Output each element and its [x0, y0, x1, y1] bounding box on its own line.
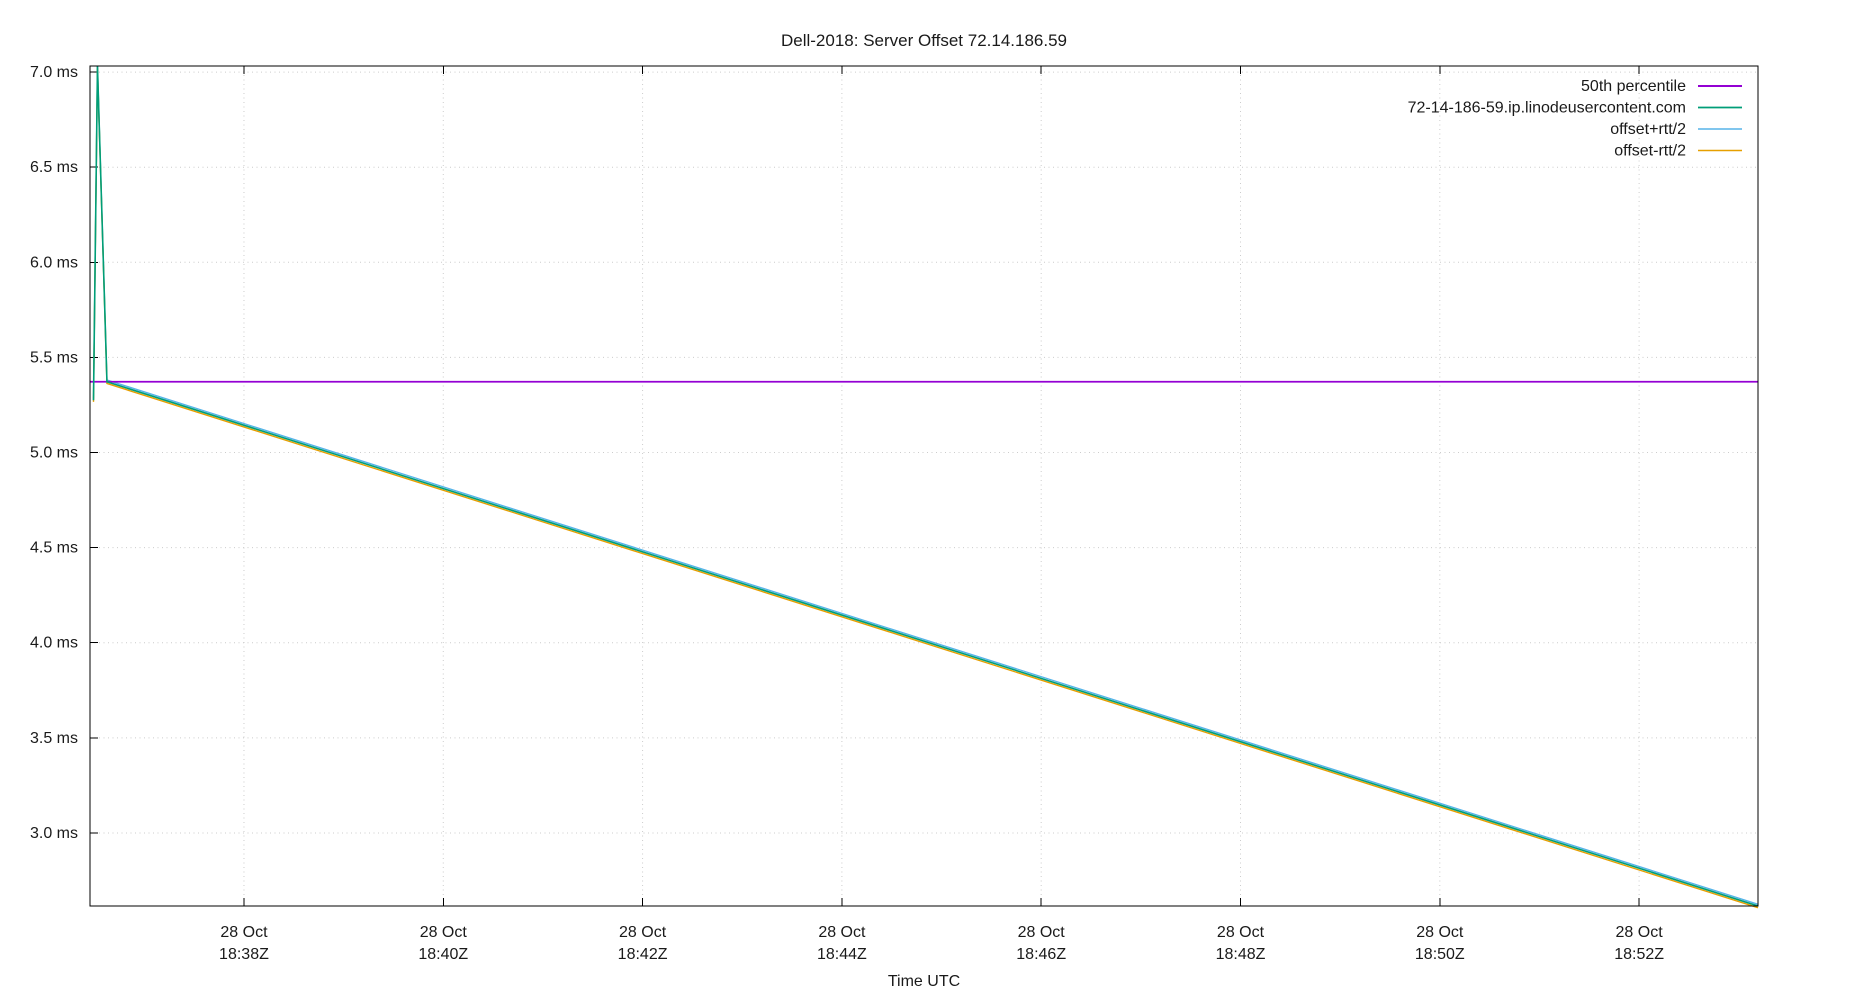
y-tick-label: 5.0 ms [30, 445, 78, 462]
x-tick-label-date: 28 Oct [220, 924, 268, 941]
x-tick-label-date: 28 Oct [1416, 924, 1464, 941]
x-tick-label-time: 18:52Z [1614, 946, 1664, 963]
x-axis-title: Time UTC [887, 973, 961, 990]
y-tick-label: 4.0 ms [30, 635, 78, 652]
legend-label: offset+rtt/2 [1610, 121, 1686, 138]
legend-label: offset-rtt/2 [1614, 143, 1686, 160]
legend-label: 72-14-186-59.ip.linodeusercontent.com [1408, 100, 1686, 117]
y-tick-label: 3.5 ms [30, 730, 78, 747]
x-tick-label-date: 28 Oct [1018, 924, 1066, 941]
y-tick-label: 6.0 ms [30, 254, 78, 271]
x-tick-label-date: 28 Oct [619, 924, 667, 941]
x-tick-label-time: 18:38Z [219, 946, 269, 963]
x-tick-label-time: 18:42Z [618, 946, 668, 963]
x-tick-label-time: 18:40Z [418, 946, 468, 963]
y-tick-label: 6.5 ms [30, 159, 78, 176]
x-tick-label-date: 28 Oct [818, 924, 866, 941]
series-line-offset+rtt-2 [92, 65, 1759, 905]
x-tick-label-time: 18:44Z [817, 946, 867, 963]
y-tick-label: 7.0 ms [30, 64, 78, 81]
y-tick-label: 3.0 ms [30, 825, 78, 842]
x-tick-label-time: 18:46Z [1016, 946, 1066, 963]
x-tick-label-time: 18:48Z [1216, 946, 1266, 963]
plot-border [89, 65, 1759, 907]
legend-label: 50th percentile [1581, 78, 1686, 95]
chart-title: Dell-2018: Server Offset 72.14.186.59 [780, 31, 1068, 50]
series-line-72-14-186-59-ip-linodeusercontent-com [92, 66, 1759, 907]
x-tick-label-date: 28 Oct [420, 924, 468, 941]
y-tick-label: 4.5 ms [30, 540, 78, 557]
y-tick-label: 5.5 ms [30, 349, 78, 366]
x-tick-label-date: 28 Oct [1616, 924, 1664, 941]
x-tick-label-time: 18:50Z [1415, 946, 1465, 963]
x-tick-label-date: 28 Oct [1217, 924, 1265, 941]
series-line-offset-rtt-2 [92, 68, 1759, 909]
